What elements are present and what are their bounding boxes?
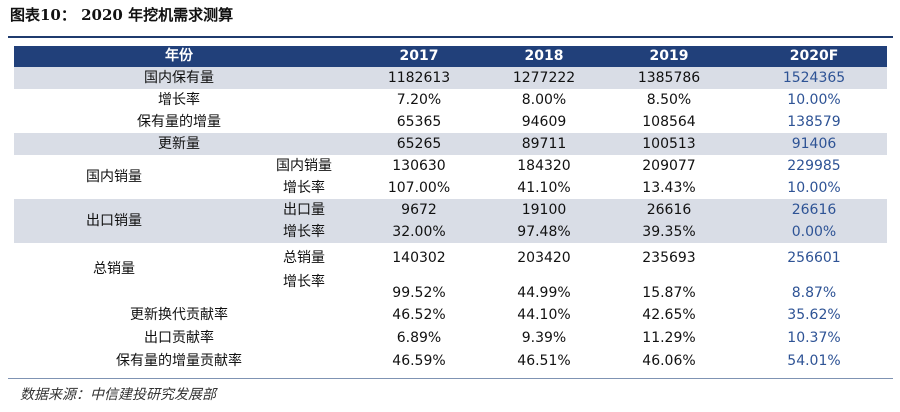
figure-title: 图表10： 2020 年挖机需求测算 [10,6,234,24]
table-row: 国内销量 130630 184320 209077 229985 [14,155,887,177]
row-label: 保有量的增量 [137,114,221,130]
cell-value: 100513 [642,136,696,152]
cell-value: 184320 [517,158,571,174]
cell-value: 44.99% [517,285,571,301]
table-row: 增长率 107.00% 41.10% 13.43% 10.00% [14,177,887,199]
cell-value-forecast: 35.62% [787,307,841,323]
cell-value: 46.06% [642,353,696,369]
cell-value-forecast: 54.01% [787,353,841,369]
sub-row-label: 增长率 [283,274,325,290]
header-year-2018: 2018 [524,48,564,64]
cell-value-forecast: 256601 [787,250,841,266]
cell-value: 9.39% [521,330,567,346]
row-shade [14,67,887,89]
cell-value: 99.52% [392,285,446,301]
cell-value: 130630 [392,158,446,174]
cell-value: 209077 [642,158,696,174]
cell-value: 8.50% [646,92,692,108]
sub-row-label: 总销量 [283,250,325,266]
cell-value: 140302 [392,250,446,266]
cell-value-forecast: 10.00% [787,180,841,196]
cell-value-forecast: 0.00% [791,224,837,240]
table-header: 年份 2017 2018 2019 2020F [14,46,887,67]
cell-value: 46.59% [392,353,446,369]
sub-row-label: 出口量 [283,202,325,218]
table-row: 总销量 140302 203420 235693 256601 [14,247,887,269]
table-row: 更新量 65265 89711 100513 91406 [14,133,887,155]
row-label: 国内保有量 [144,70,214,86]
cell-value: 42.65% [642,307,696,323]
row-label: 增长率 [158,92,200,108]
table-row: 保有量的增量贡献率 46.59% 46.51% 46.06% 54.01% [14,350,887,372]
sub-row-label: 增长率 [283,180,325,196]
table-row: 更新换代贡献率 46.52% 44.10% 42.65% 35.62% [14,304,887,326]
cell-value: 65365 [396,114,442,130]
cell-value-forecast: 229985 [787,158,841,174]
bottom-rule [8,378,893,379]
table-row: 出口量 9672 19100 26616 26616 [14,199,887,221]
row-label: 保有量的增量贡献率 [116,353,242,369]
cell-value-forecast: 91406 [791,136,837,152]
header-year-label: 年份 [165,48,193,64]
cell-value: 235693 [642,250,696,266]
row-label: 更新换代贡献率 [130,307,228,323]
cell-value: 94609 [521,114,567,130]
cell-value: 6.89% [396,330,442,346]
cell-value: 97.48% [517,224,571,240]
cell-value: 7.20% [396,92,442,108]
table-row: 增长率 [14,271,887,293]
cell-value: 65265 [396,136,442,152]
group-label-total: 总销量 [93,261,135,277]
cell-value: 11.29% [642,330,696,346]
table-row: 99.52% 44.99% 15.87% 8.87% [14,282,887,304]
table-row: 保有量的增量 65365 94609 108564 138579 [14,111,887,133]
header-year-2019: 2019 [649,48,689,64]
cell-value-forecast: 1524365 [782,70,846,86]
cell-value-forecast: 26616 [791,202,837,218]
cell-value: 107.00% [387,180,451,196]
cell-value: 1277222 [512,70,576,86]
row-shade [14,133,887,155]
source-note: 数据来源：中信建投研究发展部 [20,387,216,403]
row-shade [14,199,887,243]
cell-value: 1182613 [387,70,451,86]
header-year-2017: 2017 [399,48,439,64]
cell-value: 46.51% [517,353,571,369]
table-row: 增长率 32.00% 97.48% 39.35% 0.00% [14,221,887,243]
cell-value: 1385786 [637,70,701,86]
cell-value: 13.43% [642,180,696,196]
cell-value-forecast: 10.00% [787,92,841,108]
cell-value: 9672 [401,202,437,218]
cell-value: 89711 [521,136,567,152]
cell-value: 44.10% [517,307,571,323]
cell-value: 41.10% [517,180,571,196]
cell-value-forecast: 8.87% [791,285,837,301]
table-row: 增长率 7.20% 8.00% 8.50% 10.00% [14,89,887,111]
cell-value: 32.00% [392,224,446,240]
table-row: 出口贡献率 6.89% 9.39% 11.29% 10.37% [14,327,887,349]
sub-row-label: 国内销量 [276,158,332,174]
cell-value-forecast: 138579 [787,114,841,130]
header-year-2020f: 2020F [789,48,839,64]
cell-value: 203420 [517,250,571,266]
cell-value: 19100 [521,202,567,218]
row-label: 更新量 [158,136,200,152]
cell-value: 108564 [642,114,696,130]
row-label: 出口贡献率 [144,330,214,346]
top-rule [8,36,893,38]
table-row: 国内保有量 1182613 1277222 1385786 1524365 [14,67,887,89]
cell-value: 46.52% [392,307,446,323]
cell-value: 8.00% [521,92,567,108]
group-label-domestic: 国内销量 [86,169,142,185]
group-label-export: 出口销量 [86,213,142,229]
cell-value-forecast: 10.37% [787,330,841,346]
sub-row-label: 增长率 [283,224,325,240]
cell-value: 26616 [646,202,692,218]
cell-value: 39.35% [642,224,696,240]
cell-value: 15.87% [642,285,696,301]
